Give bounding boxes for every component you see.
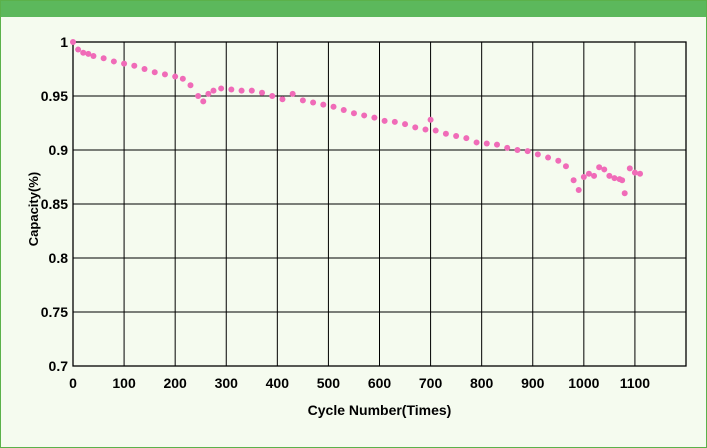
data-point — [606, 172, 613, 179]
data-point — [524, 148, 531, 155]
data-point — [228, 86, 235, 93]
data-point — [473, 139, 480, 146]
data-point — [361, 112, 368, 119]
data-point — [432, 127, 439, 134]
x-tick-labels: 0 100 200 300 400 500 600 700 800 900 1000 1100 — [69, 375, 650, 391]
data-point — [330, 103, 337, 110]
data-point — [320, 101, 327, 108]
data-point — [504, 144, 511, 151]
data-point — [422, 126, 429, 133]
x-tick-label: 700 — [419, 375, 443, 391]
data-point — [141, 66, 148, 72]
plot-area-border — [72, 41, 687, 367]
data-point — [585, 170, 592, 177]
data-point — [562, 163, 569, 170]
y-tick-label: 0.8 — [49, 250, 69, 266]
data-point — [179, 75, 186, 82]
y-axis-label: Capacity(%) — [26, 172, 41, 246]
data-point — [269, 93, 276, 99]
data-point — [172, 73, 179, 80]
data-point — [619, 177, 626, 184]
data-points — [70, 39, 644, 197]
data-point — [121, 60, 128, 67]
data-point — [238, 87, 245, 94]
data-point — [534, 151, 541, 158]
data-point — [195, 93, 202, 99]
data-point — [210, 87, 217, 94]
y-tick-label: 0.9 — [49, 142, 69, 158]
data-point — [453, 132, 460, 139]
data-point — [493, 141, 500, 148]
data-point — [100, 55, 107, 62]
data-point — [110, 58, 117, 65]
data-point — [580, 174, 587, 180]
data-point — [631, 169, 638, 176]
y-tick-label: 0.95 — [41, 88, 68, 104]
data-point — [289, 90, 296, 97]
data-point — [248, 87, 255, 94]
y-tick-label: 0.85 — [41, 196, 68, 212]
x-tick-label: 1000 — [568, 375, 599, 391]
data-point — [391, 118, 398, 125]
x-tick-label: 200 — [163, 375, 187, 391]
data-point — [259, 89, 266, 96]
data-point — [299, 97, 306, 104]
data-point — [427, 116, 434, 123]
data-point — [279, 96, 286, 103]
data-point — [205, 90, 212, 97]
data-point — [596, 164, 603, 171]
data-point — [310, 99, 317, 106]
x-tick-label: 1100 — [620, 375, 651, 391]
data-point — [483, 140, 490, 147]
y-tick-labels: 0.7 0.75 0.8 0.85 0.9 0.95 1 — [41, 34, 68, 374]
data-point — [340, 107, 347, 114]
data-point — [545, 154, 552, 161]
data-point — [350, 110, 357, 117]
x-axis-label: Cycle Number(Times) — [308, 402, 452, 418]
data-point — [161, 71, 168, 78]
data-point — [70, 39, 76, 45]
data-point — [514, 147, 521, 153]
data-point — [402, 121, 409, 128]
data-point — [626, 165, 633, 172]
data-point — [75, 46, 82, 53]
x-tick-label: 800 — [470, 375, 494, 391]
x-tick-label: 400 — [266, 375, 290, 391]
x-tick-label: 500 — [317, 375, 341, 391]
grid-lines — [72, 41, 686, 367]
data-point — [570, 177, 577, 184]
data-point — [381, 117, 388, 124]
data-point — [621, 190, 628, 197]
data-point — [151, 69, 158, 76]
data-point — [90, 53, 97, 60]
y-tick-label: 1 — [60, 34, 68, 50]
y-tick-label: 0.75 — [41, 304, 68, 320]
panel-header-bar — [1, 1, 706, 17]
data-point — [611, 175, 618, 182]
data-point — [85, 50, 92, 57]
x-tick-label: 900 — [521, 375, 545, 391]
data-point — [442, 130, 449, 137]
data-point — [80, 49, 87, 56]
data-point — [601, 166, 608, 173]
data-point — [412, 124, 419, 131]
y-tick-label: 0.7 — [49, 358, 69, 374]
data-point — [555, 157, 562, 164]
data-point — [575, 186, 582, 193]
data-point — [637, 170, 644, 177]
data-point — [218, 85, 225, 92]
data-point — [591, 172, 598, 179]
x-tick-label: 600 — [368, 375, 392, 391]
data-point — [371, 114, 378, 121]
data-point — [131, 62, 138, 69]
data-point — [187, 82, 194, 89]
x-tick-label: 300 — [215, 375, 239, 391]
data-point — [463, 135, 470, 142]
data-point — [200, 98, 207, 105]
x-tick-label: 0 — [69, 375, 77, 391]
x-tick-label: 100 — [112, 375, 136, 391]
